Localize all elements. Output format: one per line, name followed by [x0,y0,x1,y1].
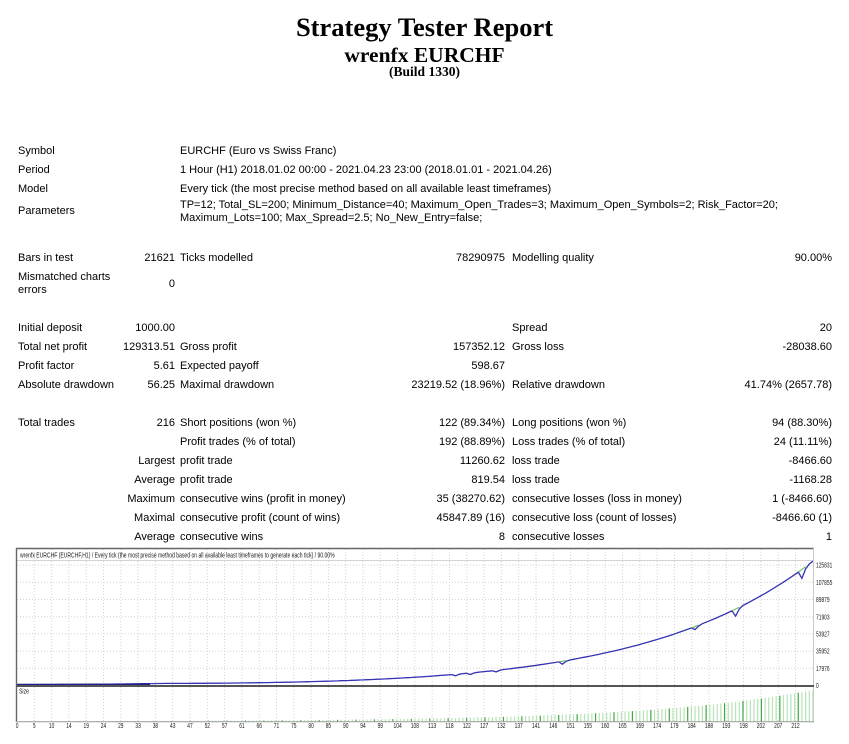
svg-text:151: 151 [567,723,575,730]
svg-text:125831: 125831 [816,563,832,570]
svg-text:202: 202 [757,723,765,730]
svg-text:137: 137 [515,723,523,730]
svg-text:207: 207 [774,723,782,730]
svg-text:29: 29 [118,723,123,730]
svg-text:198: 198 [740,723,748,730]
svg-text:127: 127 [480,723,488,730]
svg-text:174: 174 [653,723,661,730]
svg-text:0: 0 [16,723,19,730]
svg-text:165: 165 [618,723,626,730]
svg-text:90: 90 [343,723,348,730]
svg-text:43: 43 [170,723,175,730]
svg-text:17976: 17976 [816,666,830,673]
svg-text:10: 10 [49,723,54,730]
svg-text:38: 38 [153,723,158,730]
svg-text:94: 94 [360,723,365,730]
svg-text:14: 14 [66,723,71,730]
svg-text:5: 5 [33,723,36,730]
svg-text:61: 61 [239,723,244,730]
svg-text:19: 19 [84,723,89,730]
svg-text:99: 99 [378,723,383,730]
svg-text:160: 160 [601,723,609,730]
svg-text:53927: 53927 [816,632,830,639]
svg-text:33: 33 [135,723,140,730]
svg-text:141: 141 [532,723,540,730]
svg-text:wrenfx EURCHF (EURCHF,H1) / Ev: wrenfx EURCHF (EURCHF,H1) / Every tick (… [19,553,334,560]
svg-text:71: 71 [274,723,279,730]
svg-text:85: 85 [326,723,331,730]
svg-text:146: 146 [549,723,557,730]
svg-text:179: 179 [670,723,678,730]
svg-text:155: 155 [584,723,592,730]
svg-text:193: 193 [722,723,730,730]
svg-text:169: 169 [636,723,644,730]
svg-text:Size: Size [19,689,29,696]
svg-text:122: 122 [463,723,471,730]
svg-text:107855: 107855 [816,580,832,587]
svg-text:35952: 35952 [816,649,830,656]
svg-text:47: 47 [187,723,192,730]
svg-text:71903: 71903 [816,614,830,621]
svg-text:184: 184 [688,723,696,730]
svg-text:66: 66 [257,723,262,730]
svg-text:52: 52 [205,723,210,730]
svg-text:118: 118 [445,723,453,730]
svg-text:89879: 89879 [816,597,830,604]
svg-text:80: 80 [308,723,313,730]
svg-text:104: 104 [394,723,402,730]
svg-text:57: 57 [222,723,227,730]
svg-text:108: 108 [411,723,419,730]
svg-text:132: 132 [497,723,505,730]
svg-text:24: 24 [101,723,106,730]
svg-text:75: 75 [291,723,296,730]
svg-text:212: 212 [791,723,799,730]
svg-text:0: 0 [816,683,819,690]
svg-text:188: 188 [705,723,713,730]
svg-text:113: 113 [428,723,436,730]
